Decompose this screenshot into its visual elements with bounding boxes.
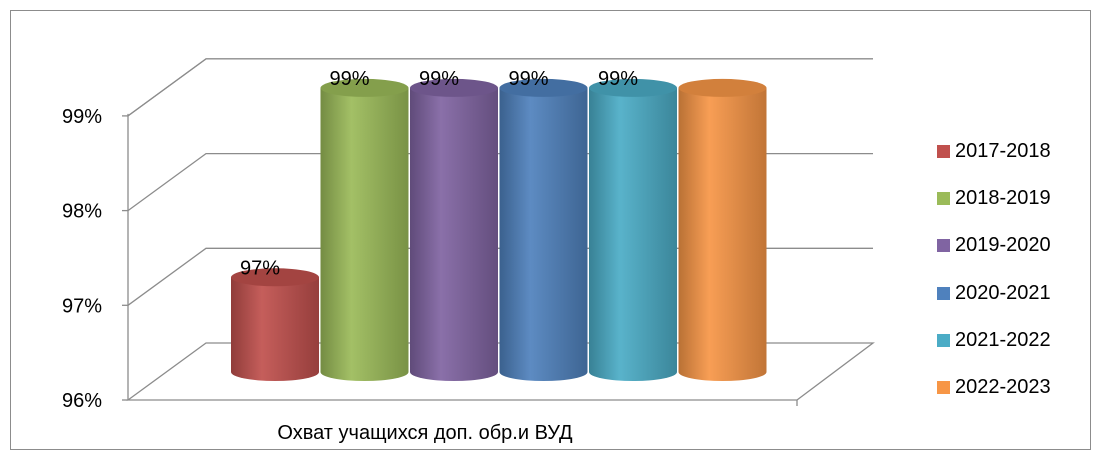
legend-swatch	[937, 192, 950, 206]
y-tick-label: 98%	[62, 201, 102, 223]
legend-label: 2022-2023	[955, 376, 1051, 399]
bar-top	[499, 78, 588, 97]
chart-walls	[126, 113, 875, 401]
legend-item: 2019-2020	[937, 222, 1051, 269]
legend-label: 2018-2019	[955, 187, 1051, 210]
legend-label: 2020-2021	[955, 281, 1051, 304]
y-tick-label: 96%	[62, 390, 102, 412]
bar-top	[589, 78, 677, 97]
bar-2017-2018	[231, 268, 319, 381]
chart-gridlines	[127, 58, 873, 306]
legend-label: 2019-2020	[955, 234, 1051, 257]
y-axis-ticks: 96% 97% 98% 99%	[62, 106, 798, 412]
bar-2019-2020	[410, 78, 498, 382]
bar-body	[320, 87, 409, 382]
legend-item: 2021-2022	[937, 317, 1051, 364]
bar-body	[410, 87, 498, 382]
data-labels: 97% 99% 99% 99% 99%	[240, 68, 638, 279]
legend-item: 2022-2023	[937, 364, 1051, 411]
legend-item: 2020-2021	[937, 270, 1051, 317]
data-label: 99%	[598, 68, 638, 90]
bar-body	[678, 87, 767, 382]
y-tick-label: 99%	[62, 106, 102, 128]
legend-swatch	[937, 381, 950, 395]
bar-top	[231, 268, 319, 287]
bar-2020-2021	[499, 78, 588, 382]
data-label: 99%	[419, 68, 459, 90]
legend-swatch	[937, 239, 950, 253]
legend-label: 2017-2018	[955, 140, 1051, 163]
chart-floor	[126, 342, 875, 401]
bar-2022-2023	[678, 78, 767, 382]
data-label: 97%	[240, 257, 280, 279]
bar-top	[678, 78, 767, 97]
chart-bars	[231, 78, 767, 382]
legend-swatch	[937, 333, 950, 347]
bar-body	[589, 87, 677, 382]
data-label: 99%	[329, 68, 369, 90]
legend-item: 2017-2018	[937, 128, 1051, 175]
legend-swatch	[937, 286, 950, 300]
data-label: 99%	[508, 68, 548, 90]
bar-2021-2022	[589, 78, 677, 382]
legend-label: 2021-2022	[955, 328, 1051, 351]
legend-swatch	[937, 145, 950, 159]
y-tick-label: 97%	[62, 295, 102, 317]
x-axis-label: Охват учащихся доп. обр.и ВУД	[277, 422, 573, 443]
bar-body	[499, 87, 588, 382]
gridline	[127, 58, 873, 117]
chart-legend: 2017-2018 2018-2019 2019-2020 2020-2021 2021…	[937, 128, 1051, 411]
bar-top	[410, 78, 498, 97]
legend-item: 2018-2019	[937, 175, 1051, 222]
bar-2018-2019	[320, 78, 409, 382]
bar-body	[231, 277, 319, 381]
bar-top	[320, 78, 409, 97]
